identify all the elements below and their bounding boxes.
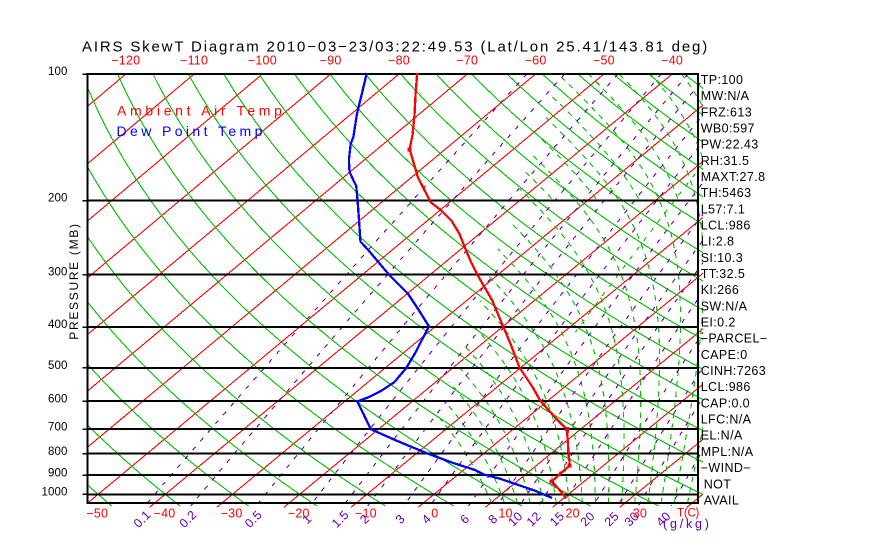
svg-text:SI:10.3: SI:10.3 [701,251,743,265]
svg-text:−40: −40 [661,54,683,68]
svg-text:AVAIL: AVAIL [704,493,740,507]
svg-text:300: 300 [48,267,68,279]
svg-text:−80: −80 [388,54,410,68]
svg-text:400: 400 [48,319,68,331]
svg-text:RH:31.5: RH:31.5 [701,154,750,168]
svg-text:EI:0.2: EI:0.2 [701,316,736,330]
svg-text:−20: −20 [288,507,310,521]
svg-text:CAPE:0: CAPE:0 [701,348,748,362]
svg-text:−PARCEL−: −PARCEL− [701,332,768,346]
svg-text:TP:100: TP:100 [701,73,744,87]
svg-text:L57:7.1: L57:7.1 [701,202,746,216]
svg-text:1000: 1000 [42,487,68,499]
svg-text:200: 200 [48,193,68,205]
svg-text:CAP:0.0: CAP:0.0 [701,396,750,410]
svg-text:−WIND−: −WIND− [701,461,751,475]
svg-text:−40: −40 [154,507,176,521]
svg-text:100: 100 [48,66,68,78]
svg-text:(g/kg): (g/kg) [663,517,712,531]
svg-text:−100: −100 [248,54,277,68]
svg-text:10: 10 [498,507,512,521]
svg-text:MAXT:27.8: MAXT:27.8 [701,170,766,184]
svg-text:800: 800 [48,446,68,458]
svg-text:−50: −50 [593,54,615,68]
svg-text:−70: −70 [456,54,478,68]
svg-text:LCL:986: LCL:986 [701,219,751,233]
svg-text:CINH:7263: CINH:7263 [701,364,766,378]
svg-text:600: 600 [48,393,68,405]
svg-text:FRZ:613: FRZ:613 [701,105,752,119]
svg-text:Ambient Air Temp: Ambient Air Temp [117,103,286,119]
svg-text:KI:266: KI:266 [701,283,740,297]
svg-text:T(C): T(C) [677,508,700,520]
svg-text:500: 500 [48,360,68,372]
svg-text:−110: −110 [180,54,208,68]
svg-text:20: 20 [566,507,580,521]
svg-text:LFC:N/A: LFC:N/A [701,413,752,427]
svg-text:PRESSURE (MB): PRESSURE (MB) [67,222,81,339]
svg-text:700: 700 [48,421,68,433]
svg-text:EL:N/A: EL:N/A [701,429,743,443]
svg-text:−30: −30 [221,507,243,521]
svg-text:TT:32.5: TT:32.5 [701,267,746,281]
svg-text:NOT: NOT [704,477,732,491]
svg-text:−90: −90 [320,54,342,68]
svg-text:−10: −10 [355,507,377,521]
svg-text:WB0:597: WB0:597 [701,122,755,136]
svg-text:AIRS SkewT Diagram 2010−03−23/: AIRS SkewT Diagram 2010−03−23/03:22:49.5… [82,39,709,56]
svg-text:MPL:N/A: MPL:N/A [701,445,754,459]
svg-text:30: 30 [633,507,647,521]
svg-text:−50: −50 [86,507,108,521]
svg-text:TH:5463: TH:5463 [701,186,752,200]
svg-text:Dew Point Temp: Dew Point Temp [117,123,266,139]
svg-text:LI:2.8: LI:2.8 [701,235,735,249]
svg-text:0: 0 [431,507,438,521]
svg-text:SW:N/A: SW:N/A [701,299,748,313]
svg-text:900: 900 [48,467,68,479]
svg-text:LCL:986: LCL:986 [701,380,751,394]
svg-text:−60: −60 [525,54,547,68]
svg-text:−120: −120 [111,54,140,68]
svg-text:PW:22.43: PW:22.43 [701,138,759,152]
svg-text:MW:N/A: MW:N/A [701,89,750,103]
